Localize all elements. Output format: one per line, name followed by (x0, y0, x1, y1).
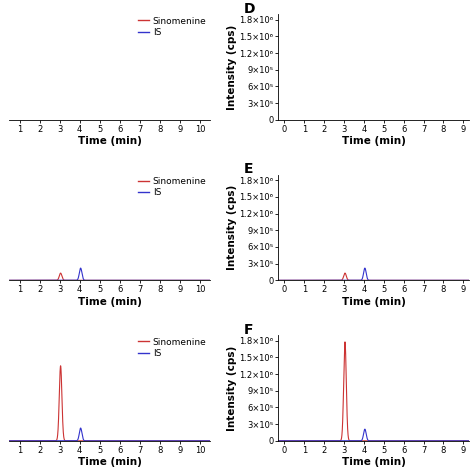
Y-axis label: Intensity (cps): Intensity (cps) (227, 185, 237, 270)
Text: E: E (244, 162, 254, 176)
Y-axis label: Intensity (cps): Intensity (cps) (227, 24, 237, 109)
Text: D: D (244, 1, 255, 16)
Legend: Sinomenine, IS: Sinomenine, IS (138, 337, 207, 358)
Legend: Sinomenine, IS: Sinomenine, IS (138, 177, 207, 197)
Text: F: F (244, 322, 254, 337)
X-axis label: Time (min): Time (min) (78, 457, 142, 467)
X-axis label: Time (min): Time (min) (78, 297, 142, 307)
Legend: Sinomenine, IS: Sinomenine, IS (138, 17, 207, 37)
Y-axis label: Intensity (cps): Intensity (cps) (227, 346, 237, 431)
X-axis label: Time (min): Time (min) (342, 297, 406, 307)
X-axis label: Time (min): Time (min) (342, 457, 406, 467)
X-axis label: Time (min): Time (min) (342, 137, 406, 146)
X-axis label: Time (min): Time (min) (78, 137, 142, 146)
